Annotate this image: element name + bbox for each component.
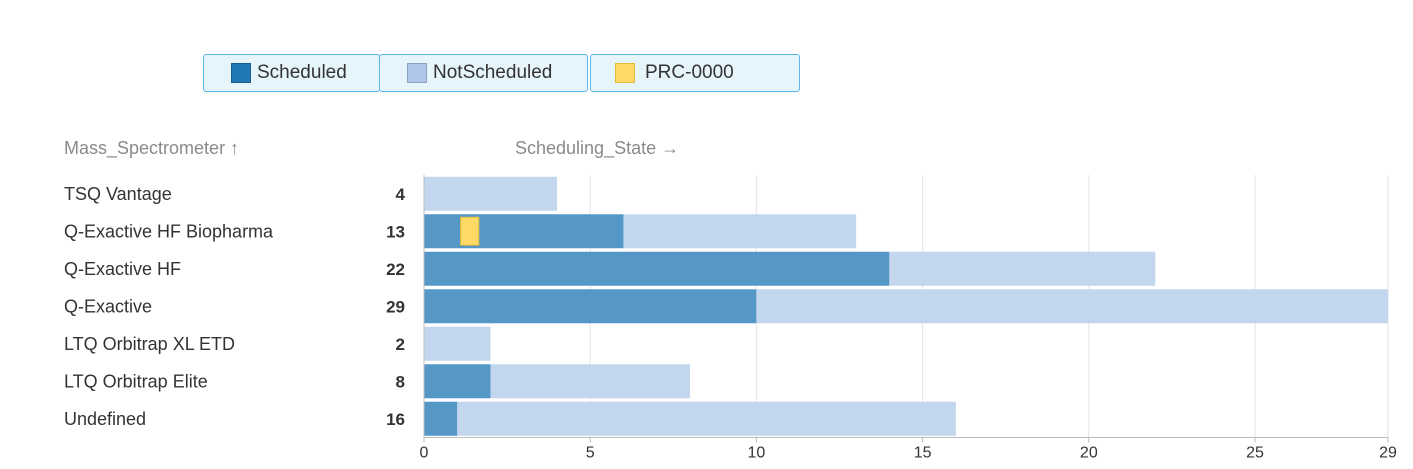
category-label-6: Undefined bbox=[64, 409, 146, 429]
bar-notscheduled-4[interactable] bbox=[424, 326, 491, 361]
x-tick-label-5: 25 bbox=[1246, 445, 1264, 462]
bar-notscheduled-1[interactable] bbox=[623, 214, 857, 249]
legend-swatch-prc bbox=[615, 63, 635, 83]
x-tick-label-0: 0 bbox=[420, 445, 429, 462]
bar-notscheduled-3[interactable] bbox=[756, 289, 1388, 324]
total-label-0: 4 bbox=[396, 185, 406, 204]
x-tick-label-3: 15 bbox=[914, 445, 932, 462]
x-tick-label-4: 20 bbox=[1080, 445, 1098, 462]
bar-scheduled-1[interactable] bbox=[424, 214, 624, 249]
category-label-0: TSQ Vantage bbox=[64, 184, 172, 204]
bar-scheduled-2[interactable] bbox=[424, 251, 890, 286]
bar-scheduled-6[interactable] bbox=[424, 401, 458, 436]
highlight-prc-bar[interactable] bbox=[460, 216, 480, 246]
x-tick-label-1: 5 bbox=[586, 445, 595, 462]
x-tick-label-6: 29 bbox=[1379, 445, 1397, 462]
category-label-5: LTQ Orbitrap Elite bbox=[64, 371, 208, 391]
legend-item-prc[interactable]: PRC-0000 bbox=[590, 54, 800, 92]
value-axis-header[interactable]: Scheduling_State → bbox=[515, 138, 680, 158]
category-label-2: Q-Exactive HF bbox=[64, 259, 181, 279]
total-label-3: 29 bbox=[386, 297, 405, 316]
total-label-2: 22 bbox=[386, 260, 405, 279]
legend-item-scheduled[interactable]: Scheduled bbox=[203, 54, 380, 92]
legend-label-notscheduled: NotScheduled bbox=[433, 62, 553, 83]
bar-notscheduled-6[interactable] bbox=[457, 401, 956, 436]
bar-notscheduled-2[interactable] bbox=[889, 251, 1156, 286]
legend-label-scheduled: Scheduled bbox=[257, 62, 347, 83]
bar-scheduled-5[interactable] bbox=[424, 364, 491, 399]
bar-notscheduled-0[interactable] bbox=[424, 176, 557, 211]
total-label-5: 8 bbox=[396, 372, 405, 391]
legend-swatch-scheduled bbox=[231, 63, 251, 83]
category-label-3: Q-Exactive bbox=[64, 296, 152, 316]
bar-scheduled-3[interactable] bbox=[424, 289, 757, 324]
category-axis-header[interactable]: Mass_Spectrometer ↑ bbox=[64, 138, 240, 158]
legend-item-notscheduled[interactable]: NotScheduled bbox=[379, 54, 588, 92]
total-label-6: 16 bbox=[386, 410, 405, 429]
x-tick-label-2: 10 bbox=[748, 445, 766, 462]
legend-swatch-notscheduled bbox=[407, 63, 427, 83]
bar-notscheduled-5[interactable] bbox=[490, 364, 690, 399]
total-label-4: 2 bbox=[396, 335, 405, 354]
total-label-1: 13 bbox=[386, 222, 405, 241]
legend-label-prc: PRC-0000 bbox=[645, 62, 734, 83]
category-label-4: LTQ Orbitrap XL ETD bbox=[64, 334, 235, 354]
category-label-1: Q-Exactive HF Biopharma bbox=[64, 221, 274, 241]
